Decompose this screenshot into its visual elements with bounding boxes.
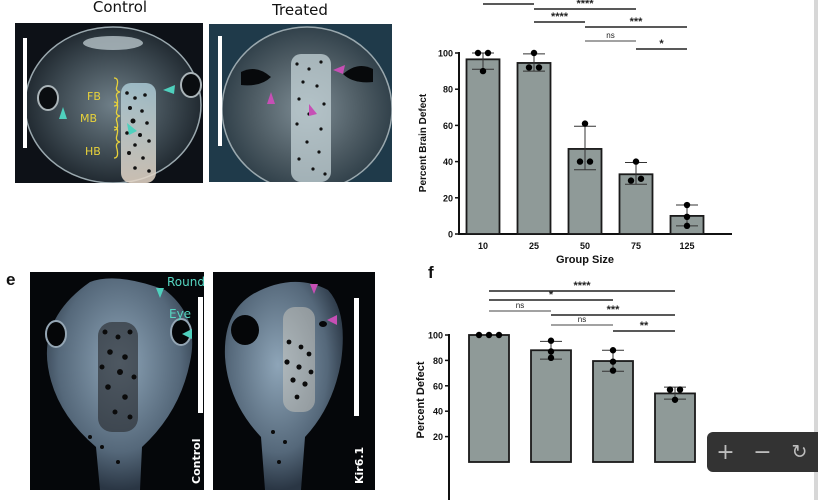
data-point [609, 367, 617, 374]
significance-label: **** [573, 280, 591, 292]
data-point [474, 49, 482, 57]
y-tick-label: 100 [438, 49, 453, 59]
x-tick-label: 125 [679, 241, 694, 251]
data-point [609, 358, 617, 365]
y-tick-label: 60 [433, 381, 443, 391]
data-point [485, 331, 493, 339]
significance-label: *** [607, 304, 621, 316]
control-tadpole-photo: Round Eye Control [30, 272, 204, 490]
label-hb: HB [85, 145, 101, 158]
teal-arrowhead-icon [156, 288, 164, 298]
panel-letter-e: e [6, 270, 16, 289]
significance-label: ns [578, 315, 586, 324]
magenta-arrowhead-icon [327, 315, 337, 325]
x-tick-label: 50 [580, 241, 590, 251]
x-tick-label: 10 [478, 241, 488, 251]
y-axis-label: Percent Brain Defect [418, 93, 429, 192]
data-point [495, 331, 503, 339]
data-point [586, 158, 594, 165]
kir61-tadpole-photo: Kir6.1 [213, 272, 375, 490]
reset-zoom-button[interactable]: ↻ [791, 441, 808, 463]
panel-letter-f: f [428, 263, 434, 282]
data-point [530, 49, 538, 57]
data-point [484, 49, 492, 57]
magenta-arrowhead-icon [310, 284, 318, 294]
magenta-arrowhead-icon [333, 65, 345, 74]
teal-arrowhead-icon [163, 85, 175, 94]
x-tick-label: 25 [529, 241, 539, 251]
teal-arrowhead-icon [59, 107, 67, 119]
significance-label: ns [606, 31, 614, 40]
bar [516, 62, 552, 235]
scale-bar [198, 297, 203, 413]
data-point [525, 64, 533, 71]
data-point [609, 347, 617, 354]
y-tick-label: 0 [448, 230, 453, 240]
x-axis-label: Group Size [556, 254, 614, 266]
significance-label: ns [516, 301, 524, 310]
y-tick-label: 40 [443, 157, 453, 167]
label-kir61: Kir6.1 [353, 446, 366, 484]
significance-label: **** [551, 11, 569, 23]
data-point [637, 175, 645, 182]
scrollbar[interactable] [814, 0, 818, 500]
significance-label: *** [630, 16, 644, 28]
data-point [535, 64, 543, 71]
control-embryo-photo: FB MB HB [15, 23, 203, 183]
significance-label: * [659, 38, 664, 50]
zoom-out-button[interactable]: − [753, 439, 772, 465]
magenta-arrowhead-icon [309, 104, 317, 116]
y-axis-label: Percent Defect [415, 361, 427, 438]
magenta-arrowhead-icon [267, 92, 275, 104]
bar [468, 334, 510, 463]
data-point [671, 396, 679, 403]
scale-bar [23, 38, 27, 148]
label-eye: Eye [169, 307, 192, 321]
teal-arrowhead-icon [127, 123, 137, 135]
treated-embryo-photo [209, 24, 392, 182]
significance-label: * [549, 289, 554, 301]
bar [530, 349, 572, 463]
data-point [683, 201, 691, 209]
y-tick-label: 20 [443, 193, 453, 203]
data-point [576, 158, 584, 165]
data-point [547, 354, 555, 362]
y-tick-label: 80 [443, 85, 453, 95]
label-mb: MB [80, 112, 98, 125]
zoom-in-button[interactable]: + [716, 439, 735, 465]
viewer-zoom-toolbar: + − ↻ [707, 432, 818, 472]
data-point [676, 386, 684, 393]
caption-control: Control [92, 0, 148, 16]
data-point [683, 213, 691, 221]
scale-bar [354, 298, 359, 416]
y-tick-label: 80 [433, 356, 443, 366]
data-point [666, 386, 674, 393]
data-point [632, 158, 640, 165]
data-point [475, 331, 483, 339]
data-point [479, 67, 487, 75]
data-point [547, 348, 555, 355]
y-tick-label: 40 [433, 407, 443, 417]
data-point [683, 222, 691, 230]
data-point [547, 337, 555, 344]
brain-defect-chart: 0 20 40 60 80 100 Percent Brain Defect 10 25 50 75… [418, 0, 732, 266]
label-fb: FB [87, 90, 101, 103]
significance-label: **** [576, 0, 594, 10]
teal-arrowhead-icon [182, 329, 192, 339]
data-point [581, 120, 589, 127]
caption-treated: Treated [272, 1, 328, 19]
y-tick-label: 100 [428, 331, 443, 341]
x-tick-label: 75 [631, 241, 641, 251]
scale-bar [218, 36, 222, 146]
significance-label: ** [640, 320, 649, 332]
bar [654, 392, 696, 463]
data-point [627, 177, 635, 184]
label-control: Control [190, 438, 203, 484]
y-tick-label: 60 [443, 121, 453, 131]
y-tick-label: 20 [433, 432, 443, 442]
bar [465, 58, 501, 235]
label-round: Round [167, 275, 204, 289]
bar [592, 360, 634, 463]
